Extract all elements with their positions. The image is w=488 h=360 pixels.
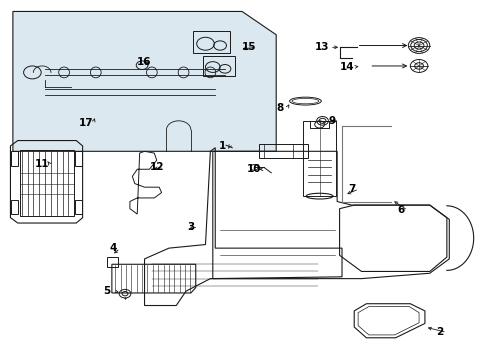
Bar [75, 200, 81, 214]
Bar [303, 121, 335, 196]
Text: 11: 11 [35, 159, 49, 169]
Text: 14: 14 [339, 62, 353, 72]
Bar [259, 144, 307, 158]
Text: 12: 12 [149, 162, 163, 172]
Bar [20, 149, 74, 216]
Text: 7: 7 [347, 184, 355, 194]
Text: 13: 13 [315, 42, 329, 52]
Text: 16: 16 [137, 57, 151, 67]
Text: 5: 5 [103, 286, 110, 296]
Text: 15: 15 [242, 42, 256, 52]
Text: 3: 3 [187, 222, 194, 231]
Bar [11, 151, 18, 166]
Text: 10: 10 [246, 164, 261, 174]
Bar [107, 257, 118, 267]
Text: 9: 9 [328, 116, 335, 126]
Text: 17: 17 [79, 118, 93, 128]
Bar [309, 121, 329, 128]
Polygon shape [13, 12, 276, 151]
Text: 8: 8 [275, 103, 283, 113]
Text: 6: 6 [396, 206, 404, 216]
Bar [75, 151, 81, 166]
Text: 4: 4 [109, 243, 116, 253]
Bar [11, 200, 18, 214]
Bar [203, 56, 234, 76]
Text: 1: 1 [219, 141, 226, 151]
Text: 2: 2 [435, 327, 442, 337]
Bar [193, 31, 229, 53]
